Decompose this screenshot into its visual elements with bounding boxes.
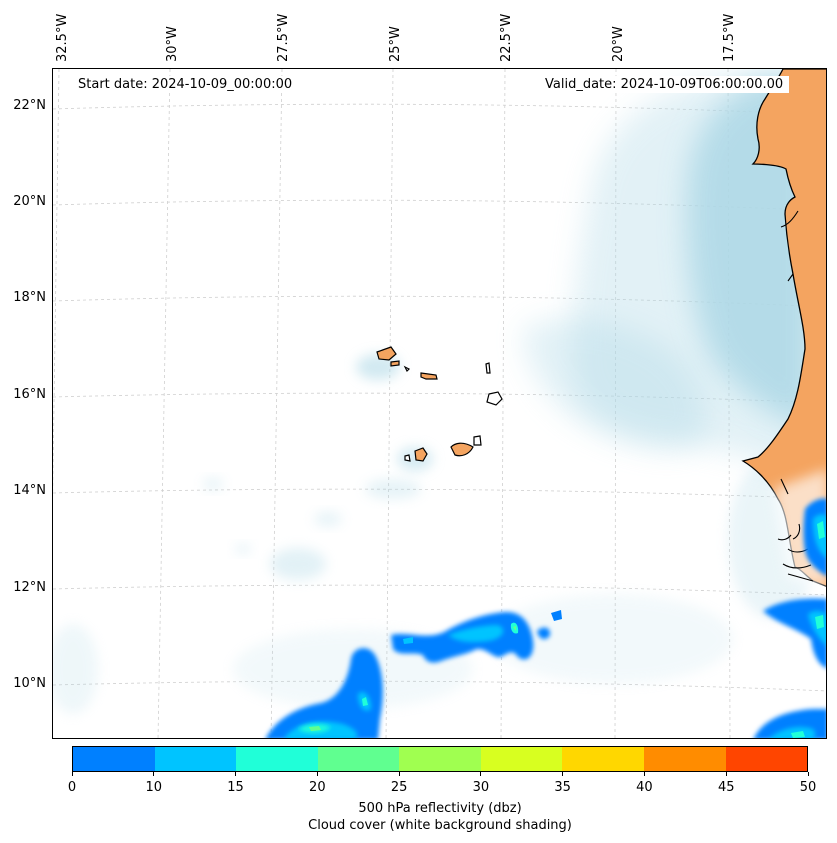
cape-verde-islands xyxy=(376,346,503,462)
colorbar-tick-label: 15 xyxy=(227,780,244,795)
map-area xyxy=(52,68,827,739)
colorbar-tick-label: 30 xyxy=(472,780,490,795)
lon-label-22-5w: 22.5°W xyxy=(499,13,514,62)
colorbar-tick-mark xyxy=(725,772,727,776)
lat-label-22n: 22°N xyxy=(13,98,46,113)
colorbar-tick-label: 35 xyxy=(554,780,571,795)
reflectivity-cells xyxy=(266,498,826,738)
lat-label-18n: 18°N xyxy=(13,290,46,305)
colorbar-tick-label: 0 xyxy=(67,780,77,795)
colorbar-tick-label: 25 xyxy=(390,780,408,795)
colorbar-tick-label: 10 xyxy=(145,780,163,795)
colorbar-tick-mark xyxy=(235,772,237,776)
reflectivity-cell-southwest xyxy=(266,648,383,738)
lat-label-20n: 20°N xyxy=(13,194,46,209)
lat-label-12n: 12°N xyxy=(13,580,46,595)
lon-label-20w: 20°W xyxy=(611,26,626,62)
lon-label-17-5w: 17.5°W xyxy=(722,13,737,62)
colorbar-segment xyxy=(317,747,400,771)
colorbar-tick-label: 40 xyxy=(636,780,653,795)
cloud-cover-shading xyxy=(53,69,826,714)
valid-date-label: Valid_date: 2024-10-09T06:00:00.00 xyxy=(539,76,790,93)
colorbar-segment xyxy=(562,747,644,771)
colorbar-segment xyxy=(643,747,726,771)
lon-label-32-5w: 32.5°W xyxy=(55,13,70,62)
lat-label-10n: 10°N xyxy=(13,676,46,691)
colorbar-segment xyxy=(73,747,155,771)
colorbar-segment xyxy=(480,747,563,771)
start-date-label: Start date: 2024-10-09_00:00:00 xyxy=(72,76,299,93)
lat-label-16n: 16°N xyxy=(13,387,46,402)
colorbar-tick-mark xyxy=(316,772,318,776)
reflectivity-colorbar xyxy=(72,746,808,772)
colorbar-tick-mark xyxy=(643,772,645,776)
colorbar-tick-mark xyxy=(562,772,564,776)
colorbar-label-reflectivity: 500 hPa reflectivity (dbz) xyxy=(358,801,522,816)
lon-label-25w: 25°W xyxy=(388,26,403,62)
colorbar-segment xyxy=(154,747,237,771)
colorbar-tick-mark xyxy=(398,772,400,776)
colorbar-tick-mark xyxy=(807,772,809,776)
colorbar-segment xyxy=(236,747,318,771)
lat-label-14n: 14°N xyxy=(13,483,46,498)
colorbar-label-cloud-cover: Cloud cover (white background shading) xyxy=(308,818,572,833)
colorbar-segment xyxy=(399,747,481,771)
colorbar-tick-label: 50 xyxy=(799,780,817,795)
lon-label-27-5w: 27.5°W xyxy=(276,13,291,62)
colorbar-tick-mark xyxy=(153,772,155,776)
colorbar-tick-mark xyxy=(480,772,482,776)
colorbar-segment xyxy=(725,747,808,771)
colorbar-tick-label: 20 xyxy=(309,780,326,795)
lon-label-30w: 30°W xyxy=(165,26,180,62)
colorbar-tick-label: 45 xyxy=(717,780,735,795)
colorbar-tick-mark xyxy=(71,772,73,776)
map-canvas xyxy=(53,69,826,738)
